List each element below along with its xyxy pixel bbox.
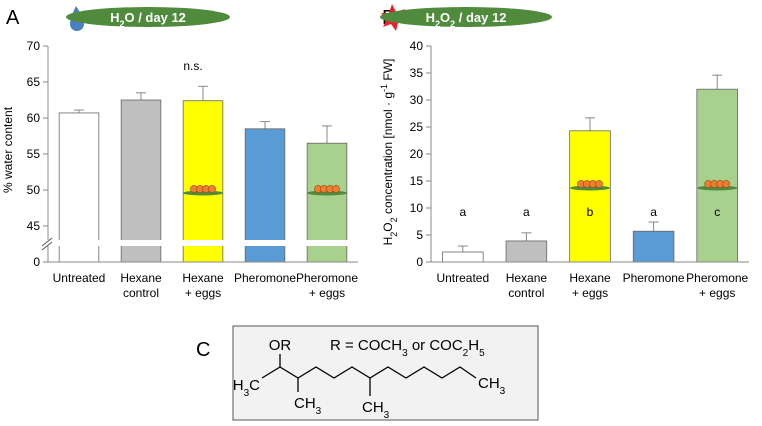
y-tick-label: 50 [27,183,41,197]
y-tick-label: 20 [410,147,424,161]
header-pill [380,7,552,27]
y-axis-label: % water content [1,106,15,193]
x-tick-label: Pheromone [296,271,358,285]
x-tick-label: control [123,286,159,300]
annotation: n.s. [183,59,202,73]
x-tick-label: + eggs [699,286,735,300]
atom-label: CH3 [478,375,506,397]
axis-break-mark [41,241,53,251]
x-tick-label: Untreated [53,271,106,285]
substituent: R = COCH3 or COC2H5 [330,337,485,359]
y-axis-label: H2O2 concentration [nmol · g-1 FW] [379,59,399,246]
bar [182,100,224,263]
y-tick-label: 60 [27,111,41,125]
axis-break-mark [41,237,53,247]
y-tick-label: 55 [27,147,41,161]
panel-label: A [6,7,20,29]
atom-label: H3C [233,377,260,399]
y-tick-label: 25 [410,120,424,134]
y-tick-label: 35 [410,66,424,80]
bar [120,99,162,263]
group-label: a [459,205,466,219]
header-text: H2O / day 12 [110,10,186,29]
egg-icon [595,180,603,188]
x-tick-label: Pheromone [234,271,296,285]
atom-label: CH3 [294,395,322,417]
y-tick-label: 45 [27,219,41,233]
x-tick-label: + eggs [309,286,345,300]
axis-break-mask [44,240,52,246]
y-tick-label: 0 [33,255,40,269]
y-tick-label: 0 [416,255,423,269]
atom-label: OR [269,337,292,354]
bar [632,230,675,263]
egg-icon [722,180,731,188]
bar [244,128,286,263]
panel-label: C [196,339,210,361]
group-label: a [523,205,530,219]
bar [505,240,548,263]
y-tick-label: 65 [27,75,41,89]
bar [569,130,611,263]
y-tick-label: 5 [416,228,423,242]
y-tick-label: 15 [410,174,424,188]
x-tick-label: Pheromone [686,271,748,285]
header-text: H2O2 / day 12 [426,10,507,29]
x-tick-label: Untreated [436,271,489,285]
bar [58,112,100,263]
x-tick-label: + eggs [185,286,221,300]
axis-break-gap [49,240,359,246]
y-tick-label: 10 [410,201,424,215]
x-tick-label: Pheromone [623,271,685,285]
group-label: a [650,205,657,219]
atom-label: CH3 [362,399,390,421]
y-tick-label: 40 [410,39,424,53]
egg-icon [208,185,216,193]
x-tick-label: control [508,286,544,300]
structure-box [232,325,539,421]
bar [696,88,738,263]
group-label: c [714,205,720,219]
x-tick-label: + eggs [572,286,608,300]
group-label: b [587,205,594,219]
header-pill [66,7,230,27]
egg-icon [332,185,340,193]
x-tick-label: Hexane [182,271,224,285]
bar [442,251,484,263]
x-tick-label: Hexane [120,271,162,285]
x-tick-label: Hexane [569,271,611,285]
bonds [261,354,477,396]
y-tick-label: 30 [410,93,424,107]
x-tick-label: Hexane [506,271,548,285]
y-tick-label: 70 [27,39,41,53]
